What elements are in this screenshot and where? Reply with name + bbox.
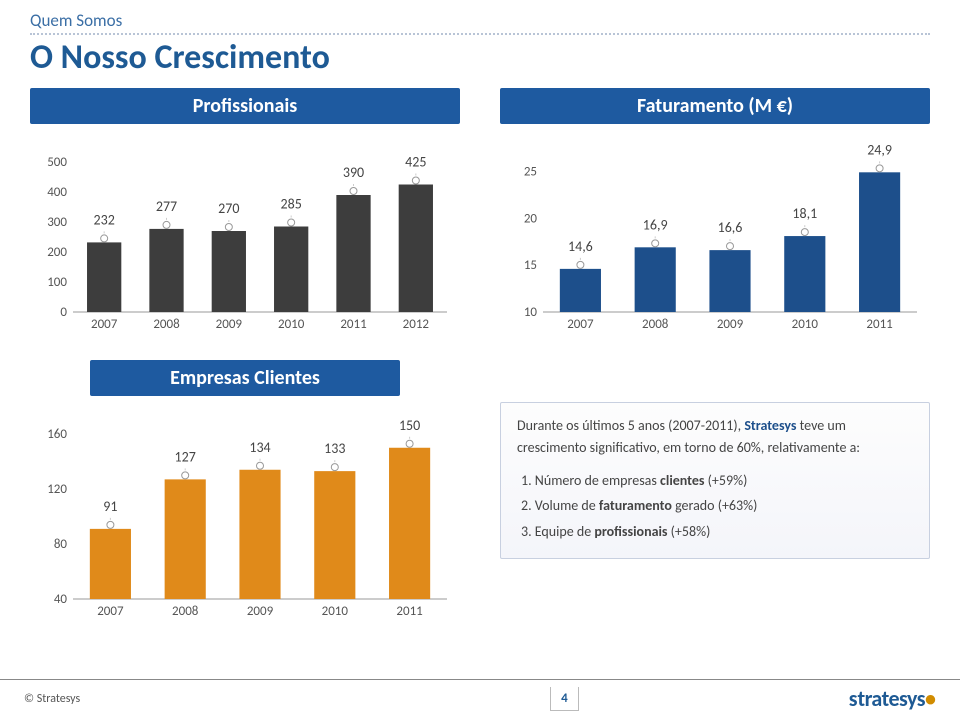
chart-profissionais: 0 100 200 300 400 500 232 2007 277 2008 270 2009 285… xyxy=(30,132,460,342)
svg-text:2009: 2009 xyxy=(216,317,243,332)
svg-text:2007: 2007 xyxy=(567,317,594,332)
svg-text:15: 15 xyxy=(524,258,537,273)
info-intro: Durante os últimos 5 anos (2007-2011), S… xyxy=(517,415,913,460)
svg-text:20: 20 xyxy=(524,211,538,226)
svg-text:2012: 2012 xyxy=(403,317,430,332)
info-list-item: 3. Equipe de profissionais (+58%) xyxy=(521,521,913,543)
svg-text:2011: 2011 xyxy=(340,317,366,332)
svg-text:390: 390 xyxy=(343,164,364,181)
svg-text:24,9: 24,9 xyxy=(867,141,892,158)
svg-text:80: 80 xyxy=(54,537,68,552)
svg-text:300: 300 xyxy=(47,215,67,230)
section-breadcrumb: Quem Somos xyxy=(30,10,930,31)
svg-text:91: 91 xyxy=(103,498,117,515)
svg-text:2011: 2011 xyxy=(396,604,422,619)
svg-text:2009: 2009 xyxy=(717,317,744,332)
svg-text:18,1: 18,1 xyxy=(792,205,817,222)
chart-clientes: 40 80 120 160 91 2007 127 2008 134 2009 133 2010 150… xyxy=(30,404,460,634)
chart-title-profissionais: Profissionais xyxy=(30,88,460,124)
svg-text:14,6: 14,6 xyxy=(568,238,593,255)
copyright: © Stratesys xyxy=(24,692,80,706)
svg-text:200: 200 xyxy=(47,245,67,260)
svg-text:2008: 2008 xyxy=(642,317,669,332)
svg-text:16,6: 16,6 xyxy=(718,219,743,236)
svg-text:2007: 2007 xyxy=(97,604,124,619)
svg-text:120: 120 xyxy=(47,482,67,497)
divider xyxy=(30,33,930,35)
svg-text:2008: 2008 xyxy=(153,317,180,332)
info-panel: Durante os últimos 5 anos (2007-2011), S… xyxy=(500,402,930,559)
svg-text:425: 425 xyxy=(405,154,426,171)
svg-text:285: 285 xyxy=(281,196,302,213)
page-number: 4 xyxy=(550,687,579,711)
svg-text:25: 25 xyxy=(524,164,537,179)
svg-text:40: 40 xyxy=(54,592,68,607)
svg-text:100: 100 xyxy=(47,275,67,290)
svg-text:232: 232 xyxy=(94,211,115,228)
logo: stratesys• xyxy=(849,685,936,712)
svg-text:2010: 2010 xyxy=(278,317,305,332)
svg-text:2007: 2007 xyxy=(91,317,118,332)
info-list-item: 1. Número de empresas clientes (+59%) xyxy=(521,470,913,492)
svg-text:0: 0 xyxy=(60,305,67,320)
svg-text:133: 133 xyxy=(324,440,345,457)
svg-text:2010: 2010 xyxy=(322,604,349,619)
svg-text:2010: 2010 xyxy=(792,317,819,332)
svg-text:150: 150 xyxy=(399,417,420,434)
svg-text:2011: 2011 xyxy=(866,317,892,332)
svg-text:2008: 2008 xyxy=(172,604,199,619)
svg-text:277: 277 xyxy=(156,198,177,215)
info-list-item: 2. Volume de faturamento gerado (+63%) xyxy=(521,495,913,517)
chart-faturamento: 10 15 20 25 14,6 2007 16,9 2008 16,6 2009 18,1 2010… xyxy=(500,132,930,342)
svg-text:270: 270 xyxy=(218,200,239,217)
svg-text:2009: 2009 xyxy=(247,604,274,619)
svg-text:10: 10 xyxy=(524,305,538,320)
page-title: O Nosso Crescimento xyxy=(30,37,930,78)
svg-text:127: 127 xyxy=(175,448,196,465)
svg-text:134: 134 xyxy=(249,439,270,456)
chart-title-clientes: Empresas Clientes xyxy=(90,360,400,396)
svg-text:160: 160 xyxy=(47,427,67,442)
svg-text:400: 400 xyxy=(47,185,67,200)
svg-text:500: 500 xyxy=(47,155,67,170)
chart-title-faturamento: Faturamento (M €) xyxy=(500,88,930,124)
svg-text:16,9: 16,9 xyxy=(643,216,668,233)
